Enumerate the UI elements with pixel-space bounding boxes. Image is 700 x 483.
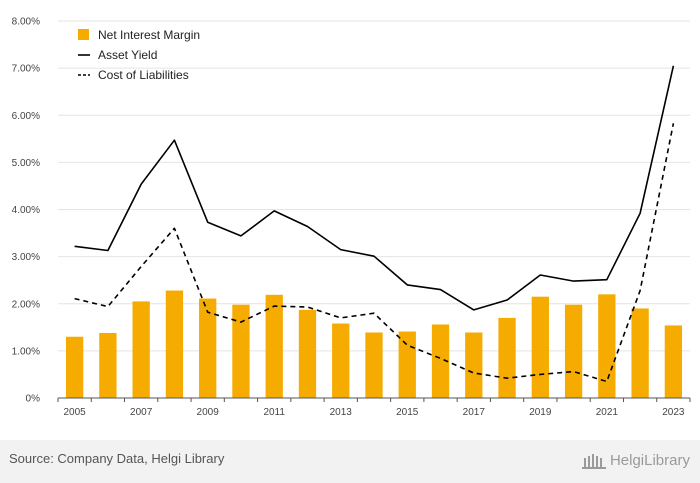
bar-2006 (99, 332, 117, 398)
legend: Net Interest Margin Asset Yield Cost of Li… (78, 28, 200, 82)
x-tick-label: 2009 (197, 407, 220, 418)
y-tick-label: 8.00% (12, 17, 40, 28)
legend-swatch-bar (78, 29, 89, 40)
source-text: Source: Company Data, Helgi Library (9, 451, 225, 466)
bar-2018 (498, 317, 516, 398)
x-tick-label: 2017 (463, 407, 486, 418)
asset-yield-line (74, 65, 675, 311)
helgi-library-logo: HelgiLibrary (581, 448, 690, 472)
y-tick-label: 0% (26, 394, 41, 405)
x-tick-label: 2021 (596, 407, 619, 418)
bar-2019 (531, 296, 549, 398)
bar-2010 (232, 304, 250, 398)
library-building-icon (581, 454, 606, 469)
y-tick-label: 3.00% (12, 252, 40, 263)
x-tick-label: 2005 (64, 407, 87, 418)
x-tick-label: 2013 (330, 407, 353, 418)
footer: Source: Company Data, Helgi Library Helg… (0, 440, 700, 483)
bar-2014 (365, 332, 383, 398)
x-tick-label: 2019 (529, 407, 552, 418)
bar-2020 (564, 304, 583, 398)
bar-2022 (631, 308, 649, 398)
bar-2008 (165, 290, 184, 398)
x-tick-label: 2007 (130, 407, 153, 418)
bar-2021 (598, 294, 616, 398)
cost-of-liabilities-line (74, 123, 675, 383)
y-tick-label: 2.00% (12, 299, 40, 310)
legend-label: Cost of Liabilities (98, 68, 189, 82)
x-tick-label: 2011 (263, 407, 285, 418)
y-tick-label: 4.00% (12, 205, 40, 216)
bar-2011 (265, 294, 283, 398)
y-tick-label: 1.00% (12, 346, 40, 357)
bar-2009 (199, 298, 217, 398)
chart: 0% 1.00% 2.00% 3.00% 4.00% 5.00% 6.00% 7.00% 8.0… (12, 17, 691, 418)
legend-label: Asset Yield (98, 48, 157, 62)
bar-2015 (398, 331, 416, 398)
line-series (74, 65, 675, 383)
logo-text: HelgiLibrary (609, 451, 690, 469)
y-tick-label: 6.00% (12, 111, 40, 122)
bar-2005 (65, 336, 84, 398)
bar-2017 (465, 332, 483, 398)
bar-2023 (664, 325, 683, 398)
legend-label: Net Interest Margin (98, 28, 200, 42)
y-axis-tick-labels: 0% 1.00% 2.00% 3.00% 4.00% 5.00% 6.00% 7.00% 8.0… (12, 17, 40, 405)
net-interest-margin-bars (65, 290, 683, 398)
x-axis: 2005 2007 2009 2011 2013 2015 2017 2019 2021 2023 (57, 397, 691, 418)
x-tick-label: 2015 (396, 407, 419, 418)
bar-2012 (298, 309, 317, 398)
y-tick-label: 5.00% (12, 158, 40, 169)
x-tick-label: 2023 (662, 407, 685, 418)
y-tick-label: 7.00% (12, 64, 40, 75)
bar-2013 (332, 323, 350, 398)
bar-2016 (431, 324, 450, 398)
bar-2007 (132, 301, 150, 398)
